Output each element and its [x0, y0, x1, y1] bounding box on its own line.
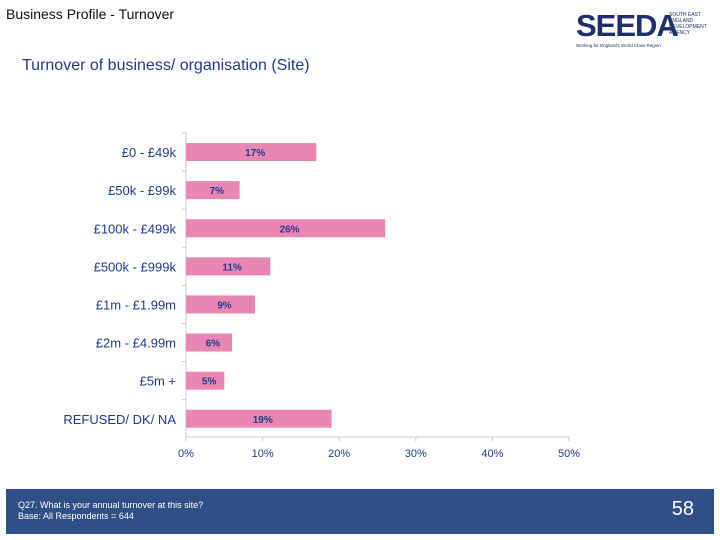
logo-wordmark: SEEDA — [576, 8, 679, 43]
category-label: £500k - £999k — [94, 259, 177, 274]
bar — [186, 409, 332, 428]
x-tick-label: 30% — [405, 448, 427, 460]
turnover-bar-chart: £0 - £49k 17% £50k - £99k 7% £100k - £499k 26… — [63, 132, 580, 460]
bar — [186, 143, 317, 162]
logo-side-line: SOUTH EAST — [669, 12, 701, 18]
footnote-question: Q27. What is your annual turnover at thi… — [18, 500, 204, 510]
x-tick-label: 20% — [328, 448, 350, 460]
chart-title: Turnover of business/ organisation (Site… — [22, 57, 310, 74]
bar — [186, 371, 225, 390]
category-label: £50k - £99k — [108, 183, 176, 198]
page-number: 58 — [671, 498, 694, 520]
bar — [186, 333, 232, 352]
category-label: £1m - £1.99m — [96, 297, 176, 312]
x-tick-label: 50% — [558, 448, 580, 460]
logo-side-text: SOUTH EAST ENGLAND DEVELOPMENT AGENCY — [669, 12, 715, 36]
data-label: 11% — [222, 262, 242, 273]
footer-bar: Q27. What is your annual turnover at thi… — [6, 489, 714, 534]
data-label: 17% — [245, 148, 265, 159]
x-tick-label: 40% — [481, 448, 503, 460]
data-label: 7% — [210, 186, 225, 197]
bar — [186, 295, 255, 314]
bar — [186, 219, 386, 238]
seeda-logo: SEEDA SOUTH EAST ENGLAND DEVELOPMENT AGE… — [576, 8, 716, 54]
category-label: £2m - £4.99m — [96, 336, 176, 351]
data-label: 9% — [217, 300, 232, 311]
page-title: Business Profile - Turnover — [6, 6, 175, 22]
x-tick-label: 0% — [178, 448, 194, 460]
data-label: 5% — [202, 377, 217, 388]
logo-tagline: Working for England's World Class Region — [576, 43, 661, 48]
category-label: £5m + — [140, 374, 177, 389]
logo-side-line: DEVELOPMENT — [669, 24, 707, 30]
footnote: Q27. What is your annual turnover at thi… — [18, 500, 203, 522]
logo-side-line: AGENCY — [669, 30, 691, 36]
bar — [186, 181, 240, 200]
footnote-base: Base: All Respondents = 644 — [18, 511, 134, 521]
bar — [186, 257, 271, 276]
logo-side-line: ENGLAND — [669, 18, 694, 24]
category-label: REFUSED/ DK/ NA — [63, 412, 176, 427]
data-label: 6% — [206, 339, 221, 350]
category-label: £0 - £49k — [122, 145, 177, 160]
category-label: £100k - £499k — [94, 221, 177, 236]
data-label: 19% — [253, 415, 273, 426]
data-label: 26% — [280, 224, 300, 235]
x-tick-label: 10% — [252, 448, 274, 460]
